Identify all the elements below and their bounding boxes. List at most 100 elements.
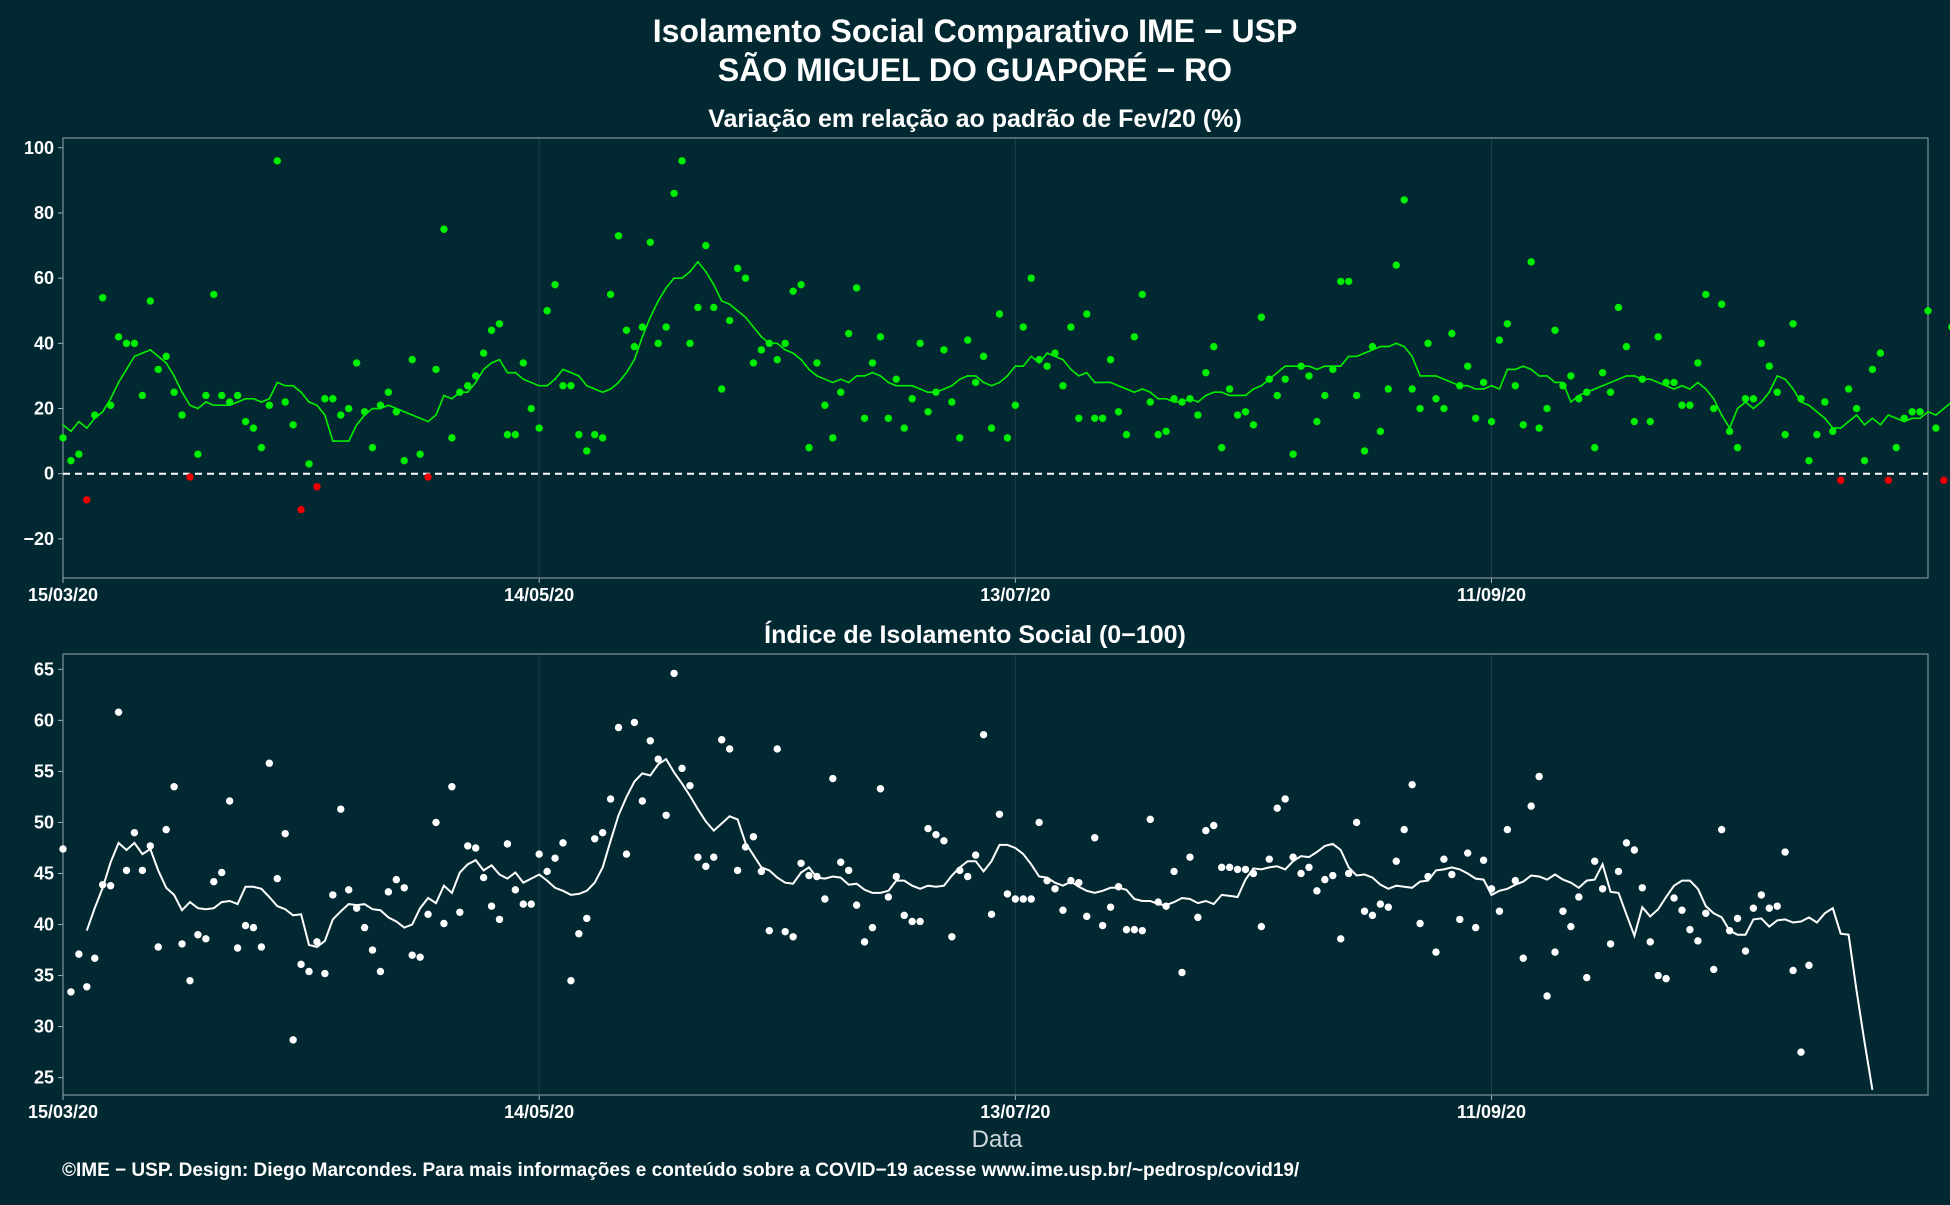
data-point [1241, 408, 1250, 416]
y-tick-label: 45 [34, 863, 54, 883]
x-tick-label: 14/05/20 [504, 1102, 574, 1122]
data-point [194, 450, 202, 458]
data-point [662, 811, 670, 819]
moving-average-segment [816, 375, 826, 380]
data-point [511, 886, 520, 894]
data-point [614, 723, 623, 732]
data-point [1051, 349, 1059, 357]
data-point [360, 923, 369, 932]
data-point [1583, 973, 1591, 982]
data-point [694, 303, 702, 312]
moving-average-segment [1006, 365, 1017, 377]
moving-average-segment [800, 358, 810, 371]
panel-variation: 15/03/20 14/05/20 13/07/20 11/09/20 100 80 60 4… [23, 137, 1950, 605]
data-point [1265, 375, 1273, 383]
data-point [1464, 362, 1472, 370]
data-point [1170, 395, 1178, 403]
data-point [1622, 839, 1631, 847]
data-point [1249, 421, 1258, 429]
data-point [1233, 411, 1242, 419]
moving-average-segment [101, 397, 112, 413]
data-point [281, 398, 289, 406]
moving-average-segment [657, 287, 667, 302]
moving-average-segment [1355, 352, 1366, 358]
y-tick-label: 40 [34, 915, 54, 935]
moving-average-segment [70, 420, 80, 433]
data-point [1210, 821, 1218, 830]
data-point [559, 839, 567, 847]
moving-average-segment [1760, 391, 1771, 403]
data-point [1630, 846, 1639, 854]
data-point [979, 730, 988, 739]
data-point [1122, 430, 1131, 439]
data-point [1337, 277, 1345, 286]
data-point [813, 359, 821, 367]
data-point [646, 238, 654, 246]
data-point [456, 388, 464, 396]
data-point [1583, 388, 1591, 396]
data-point [1352, 391, 1361, 400]
moving-average-segment [1530, 368, 1540, 377]
data-point [1614, 867, 1623, 876]
data-point [1757, 891, 1766, 899]
data-point [1527, 258, 1535, 266]
moving-average-segment [355, 414, 366, 426]
data-point [400, 884, 408, 892]
data-point [1932, 424, 1940, 432]
moving-average-segment [879, 375, 890, 384]
data-point [424, 473, 432, 481]
data-point [75, 950, 83, 958]
data-point [1178, 398, 1186, 406]
data-point [1876, 349, 1885, 357]
data-point [1551, 948, 1559, 956]
data-point [487, 902, 496, 910]
moving-average-segment [1403, 345, 1413, 358]
data-point [1194, 913, 1202, 922]
x-tick-label: 14/05/20 [504, 585, 574, 605]
data-point [1559, 907, 1567, 915]
data-point [1075, 414, 1083, 422]
data-point [1051, 885, 1059, 893]
data-point [1329, 365, 1337, 374]
moving-average-segment [1808, 404, 1818, 413]
data-point [1313, 417, 1321, 426]
data-point [1305, 372, 1313, 380]
data-point [106, 401, 115, 409]
data-point [1495, 907, 1504, 915]
data-point [924, 824, 932, 833]
data-point [622, 850, 631, 858]
panel-isolation-index: 15/03/20 14/05/20 13/07/20 11/09/20 65 60 55 50… [28, 653, 1929, 1122]
data-point [868, 923, 877, 932]
data-point [1725, 926, 1734, 935]
data-point [1662, 974, 1670, 983]
moving-average-segment [197, 401, 207, 410]
data-point [1011, 401, 1020, 409]
moving-average-segment [871, 371, 882, 377]
moving-average-segment [1824, 417, 1834, 429]
data-point [122, 866, 131, 875]
moving-average-segment [173, 375, 183, 394]
moving-average-segment [633, 336, 644, 361]
chart-title: Isolamento Social Comparativo IME − USP [653, 13, 1298, 49]
data-point [789, 287, 797, 295]
data-point [741, 843, 750, 851]
moving-average-segment [205, 401, 215, 407]
data-point [1122, 925, 1131, 934]
data-point [1630, 417, 1639, 426]
moving-average-segment [530, 381, 540, 387]
data-point [749, 833, 758, 841]
moving-average-segment [1054, 355, 1064, 361]
moving-average-segment [252, 397, 263, 403]
data-point [1106, 903, 1115, 911]
data-point [829, 774, 837, 783]
data-point [162, 352, 170, 361]
y-tick-label: 80 [34, 203, 54, 223]
data-point [432, 365, 440, 374]
data-point [591, 430, 599, 439]
data-point [1067, 876, 1075, 885]
data-point [1384, 385, 1393, 393]
data-point [1043, 876, 1051, 885]
data-point [289, 1036, 297, 1044]
data-point [448, 783, 456, 791]
data-point [1884, 476, 1893, 484]
